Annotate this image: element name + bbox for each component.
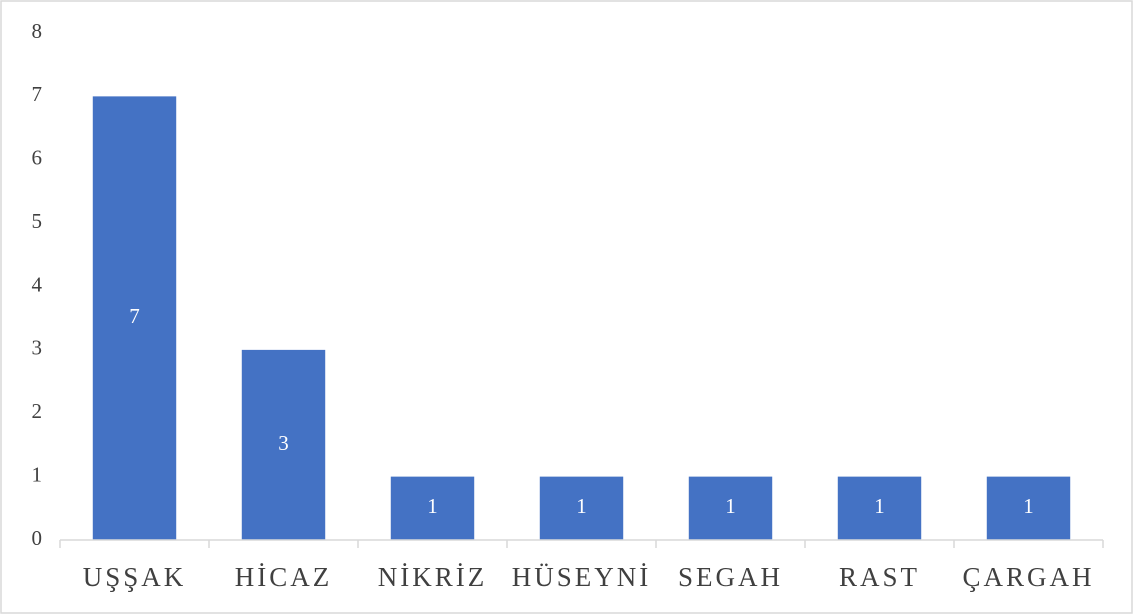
bar: [241, 349, 326, 540]
y-tick-label: 5: [32, 209, 43, 233]
data-label: 1: [1023, 494, 1034, 518]
y-tick-label: 0: [32, 526, 43, 550]
x-tick-label: ÇARGAH: [962, 562, 1094, 592]
y-tick-label: 2: [32, 399, 43, 423]
y-tick-label: 3: [32, 336, 43, 360]
bar: [688, 476, 773, 540]
bar: [539, 476, 624, 540]
data-label: 7: [129, 304, 140, 328]
x-tick-label: SEGAH: [678, 562, 783, 592]
bar: [390, 476, 475, 540]
x-tick-label: HÜSEYNİ: [512, 562, 652, 592]
data-label: 1: [874, 494, 885, 518]
bar: [837, 476, 922, 540]
y-tick-label: 1: [32, 462, 43, 486]
data-label: 3: [278, 431, 289, 455]
bar: [92, 96, 177, 540]
y-tick-label: 7: [32, 82, 43, 106]
x-tick-label: NİKRİZ: [378, 562, 487, 592]
data-label: 1: [725, 494, 736, 518]
bar: [986, 476, 1071, 540]
y-tick-label: 8: [32, 19, 43, 43]
y-tick-label: 6: [32, 146, 43, 170]
y-tick-label: 4: [32, 272, 43, 296]
x-tick-label: UŞŞAK: [83, 562, 187, 592]
data-label: 1: [576, 494, 587, 518]
x-tick-label: HİCAZ: [235, 562, 333, 592]
x-tick-label: RAST: [839, 562, 920, 592]
data-label: 1: [427, 494, 438, 518]
